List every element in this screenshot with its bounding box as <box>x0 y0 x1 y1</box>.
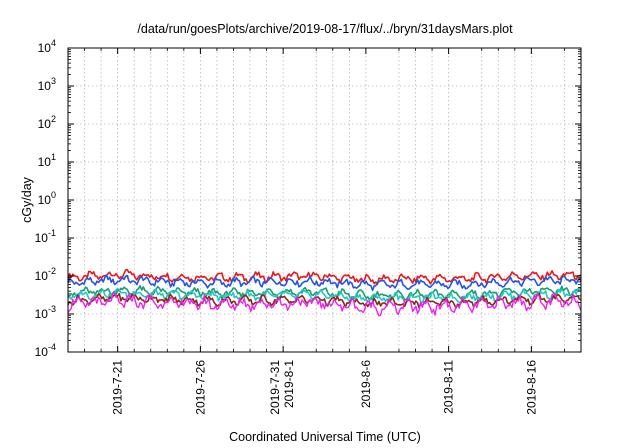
x-axis-label: Coordinated Universal Time (UTC) <box>229 430 421 444</box>
y-tick-label: 102 <box>38 114 56 131</box>
y-axis-label: cGy/day <box>20 176 34 223</box>
series-line-5 <box>67 292 582 309</box>
y-tick-label: 10-4 <box>35 342 56 359</box>
axes: 10-4 10-3 10-2 10-1 100 101 102 103 104 2019-7-21… <box>35 38 582 415</box>
x-tick-label: 2019-7-31 <box>268 360 282 415</box>
y-tick-label: 104 <box>38 38 56 55</box>
y-tick-label: 10-1 <box>35 228 56 245</box>
x-tick-label: 2019-8-6 <box>359 360 373 408</box>
x-tick-label: 2019-8-11 <box>442 360 456 414</box>
series-layer <box>67 268 582 317</box>
y-tick-label: 100 <box>38 190 56 207</box>
series-line-6 <box>67 291 582 317</box>
chart-title: /data/run/goesPlots/archive/2019-08-17/f… <box>137 22 513 36</box>
series-line-2 <box>67 274 582 292</box>
x-tick-label: 2019-8-16 <box>524 360 538 415</box>
y-tick-label: 101 <box>38 152 56 169</box>
y-tick-label: 103 <box>38 76 56 93</box>
x-tick-label: 2019-7-21 <box>111 360 125 415</box>
series-line-3 <box>67 284 582 302</box>
y-tick-label: 10-3 <box>35 304 56 321</box>
y-tick-label: 10-2 <box>35 266 56 283</box>
series-line-1 <box>67 268 582 286</box>
x-tick-label: 2019-7-26 <box>193 360 207 415</box>
x-tick-label: 2019-8-1 <box>282 360 296 408</box>
